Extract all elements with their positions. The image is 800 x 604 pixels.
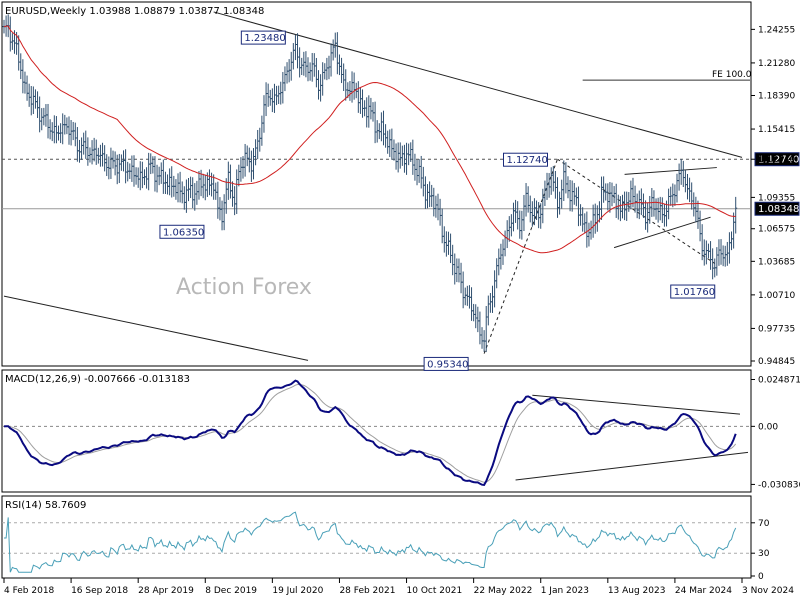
rsi-panel-title: RSI(14) 58.7609 bbox=[5, 500, 86, 511]
price-label: 1.08348 bbox=[758, 204, 799, 215]
price-label: 1.06350 bbox=[163, 227, 204, 238]
price-label-box bbox=[754, 201, 800, 216]
x-tick-label: 13 Aug 2023 bbox=[608, 586, 666, 596]
macd-lines bbox=[3, 379, 737, 486]
price-label: 1.12740 bbox=[507, 155, 548, 166]
price-y-tick-label: 1.03685 bbox=[758, 257, 795, 267]
rsi-line bbox=[4, 511, 737, 573]
lower-channel-line bbox=[3, 295, 309, 361]
x-axis-ticks: 4 Feb 2018 16 Sep 2018 28 Apr 2019 8 Dec 20… bbox=[3, 578, 794, 596]
macd-lower-trendline bbox=[515, 451, 749, 481]
price-label-box bbox=[503, 152, 548, 167]
macd-line bbox=[3, 379, 737, 486]
x-tick-label: 10 Oct 2021 bbox=[407, 586, 463, 596]
dashed-projection-down bbox=[557, 158, 716, 264]
macd-upper-trendline bbox=[532, 394, 741, 415]
reference-lines bbox=[2, 79, 750, 554]
price-label-box bbox=[159, 224, 205, 239]
price-label: 1.12740 bbox=[758, 155, 799, 166]
macd-panel-frame bbox=[1, 369, 752, 493]
sma-line bbox=[3, 25, 736, 254]
x-tick-label: 4 Feb 2018 bbox=[4, 586, 55, 596]
dashed-projection-up bbox=[483, 159, 558, 354]
price-panel-frame bbox=[1, 1, 752, 367]
price-y-tick-label: 1.18390 bbox=[758, 92, 795, 102]
x-tick-label: 19 Jul 2020 bbox=[272, 586, 323, 596]
fe-label: FE 100.0 bbox=[712, 70, 752, 80]
price-panel-title: EURUSD,Weekly 1.03988 1.08879 1.03877 1.… bbox=[5, 6, 264, 17]
x-tick-label: 28 Apr 2019 bbox=[138, 586, 194, 596]
watermark: Action Forex bbox=[176, 275, 312, 300]
price-annotations: 1.23480 1.06350 0.95340 1.12740 1.01760 FE 10… bbox=[159, 30, 800, 371]
x-tick-label: 8 Dec 2019 bbox=[205, 586, 257, 596]
macd-y-tick-label: 0.024871 bbox=[758, 376, 800, 386]
price-y-tick-label: 1.06575 bbox=[758, 225, 795, 235]
price-label: 1.01760 bbox=[674, 287, 715, 298]
price-y-tick-label: 0.97735 bbox=[758, 324, 795, 334]
triangle-upper-line bbox=[624, 167, 717, 175]
price-y-tick-label: 1.00710 bbox=[758, 291, 795, 301]
signal-line bbox=[3, 383, 737, 483]
macd-panel-title: MACD(12,26,9) -0.007666 -0.013183 bbox=[5, 374, 190, 385]
price-y-tick-label: 1.15415 bbox=[758, 125, 795, 135]
rsi-y-tick-label: 0 bbox=[758, 572, 764, 582]
price-y-tick-label: 1.12740 bbox=[758, 155, 795, 165]
x-tick-label: 3 Nov 2024 bbox=[742, 586, 794, 596]
x-tick-label: 22 May 2022 bbox=[474, 586, 533, 596]
price-y-tick-label: 1.21280 bbox=[758, 59, 795, 69]
macd-y-tick-label: -0.030836 bbox=[758, 480, 800, 490]
x-tick-label: 16 Sep 2018 bbox=[71, 586, 128, 596]
macd-y-tick-label: 0.00 bbox=[758, 422, 778, 432]
price-bars bbox=[2, 14, 738, 353]
rsi-path bbox=[4, 511, 737, 573]
price-y-tick-label: 1.09355 bbox=[758, 193, 795, 203]
rsi-y-tick-label: 70 bbox=[758, 519, 770, 529]
x-tick-label: 1 Jan 2023 bbox=[541, 586, 589, 596]
price-label-box bbox=[423, 356, 469, 371]
x-tick-label: 28 Feb 2021 bbox=[339, 586, 395, 596]
moving-average bbox=[3, 25, 736, 254]
rsi-y-tick-label: 30 bbox=[758, 549, 770, 559]
price-y-tick-label: 0.94845 bbox=[758, 357, 795, 367]
y-axis-ticks: 1.24255 1.21280 1.18390 1.15415 1.12740 1.093… bbox=[751, 25, 800, 582]
price-label: 0.95340 bbox=[427, 359, 468, 370]
trendlines bbox=[3, 11, 749, 481]
upper-channel-line bbox=[213, 11, 743, 158]
price-y-tick-label: 1.24255 bbox=[758, 25, 795, 35]
rsi-panel-frame bbox=[1, 495, 752, 579]
triangle-lower-line bbox=[613, 216, 711, 249]
price-label: 1.23480 bbox=[244, 33, 285, 44]
price-label-box bbox=[240, 30, 286, 45]
price-label-box bbox=[670, 284, 716, 299]
x-tick-label: 24 Mar 2024 bbox=[675, 586, 732, 596]
